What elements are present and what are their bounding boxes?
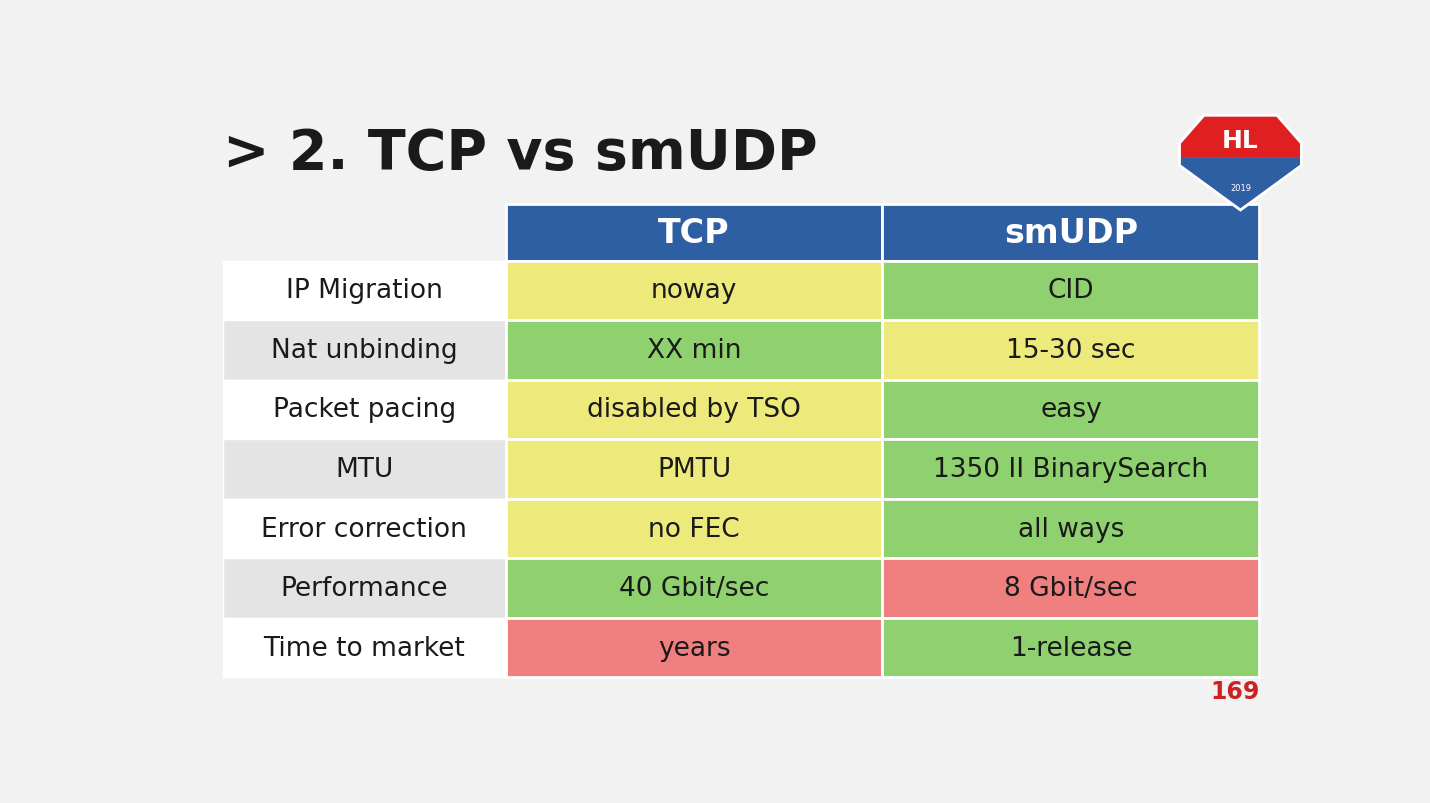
Text: Performance: Performance bbox=[280, 576, 448, 601]
Text: 1350 II BinarySearch: 1350 II BinarySearch bbox=[934, 456, 1208, 483]
Text: PMTU: PMTU bbox=[656, 456, 731, 483]
Bar bbox=[506, 381, 882, 440]
Bar bbox=[882, 499, 1260, 559]
Bar bbox=[223, 261, 506, 320]
Bar bbox=[223, 320, 506, 381]
Bar bbox=[882, 205, 1260, 261]
Bar bbox=[882, 381, 1260, 440]
Text: all ways: all ways bbox=[1018, 516, 1124, 542]
Polygon shape bbox=[1180, 158, 1301, 210]
Bar bbox=[506, 261, 882, 320]
Bar bbox=[223, 559, 506, 618]
Bar bbox=[506, 320, 882, 381]
Text: noway: noway bbox=[651, 278, 738, 304]
Text: disabled by TSO: disabled by TSO bbox=[588, 397, 801, 423]
Text: easy: easy bbox=[1040, 397, 1101, 423]
Bar bbox=[506, 559, 882, 618]
Text: no FEC: no FEC bbox=[648, 516, 739, 542]
Bar bbox=[506, 499, 882, 559]
Bar bbox=[506, 618, 882, 678]
Bar bbox=[882, 320, 1260, 381]
Text: Nat unbinding: Nat unbinding bbox=[272, 337, 458, 364]
Bar bbox=[506, 205, 882, 261]
Text: MTU: MTU bbox=[335, 456, 393, 483]
Text: IP Migration: IP Migration bbox=[286, 278, 443, 304]
Text: 15-30 sec: 15-30 sec bbox=[1007, 337, 1135, 364]
Text: CID: CID bbox=[1048, 278, 1094, 304]
Text: 1-release: 1-release bbox=[1010, 635, 1133, 661]
Text: XX min: XX min bbox=[646, 337, 741, 364]
Bar bbox=[223, 381, 506, 440]
Text: Error correction: Error correction bbox=[262, 516, 468, 542]
Text: HL: HL bbox=[1223, 129, 1258, 153]
Bar bbox=[223, 499, 506, 559]
Text: Packet pacing: Packet pacing bbox=[273, 397, 456, 423]
Bar bbox=[882, 261, 1260, 320]
Text: 40 Gbit/sec: 40 Gbit/sec bbox=[619, 576, 769, 601]
Bar bbox=[882, 618, 1260, 678]
Text: years: years bbox=[658, 635, 731, 661]
Bar bbox=[223, 440, 506, 499]
Text: TCP: TCP bbox=[658, 217, 729, 250]
Bar bbox=[506, 440, 882, 499]
Polygon shape bbox=[1180, 116, 1301, 158]
Text: 169: 169 bbox=[1210, 679, 1260, 703]
Bar bbox=[882, 440, 1260, 499]
Text: Time to market: Time to market bbox=[263, 635, 465, 661]
Text: smUDP: smUDP bbox=[1004, 217, 1138, 250]
Text: > 2. TCP vs smUDP: > 2. TCP vs smUDP bbox=[223, 128, 818, 181]
Bar bbox=[882, 559, 1260, 618]
Text: 2019: 2019 bbox=[1230, 184, 1251, 193]
Text: 8 Gbit/sec: 8 Gbit/sec bbox=[1004, 576, 1138, 601]
Bar bbox=[223, 618, 506, 678]
